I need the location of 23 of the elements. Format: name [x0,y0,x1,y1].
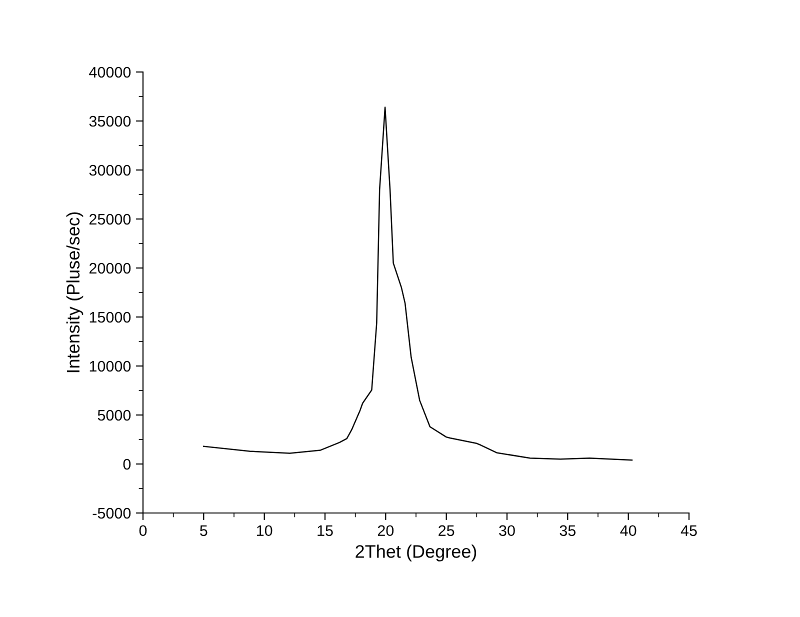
y-tick-label: 5000 [98,410,131,421]
x-axis-title: 2Thet (Degree) [356,544,476,562]
x-tick-label: 40 [620,525,636,536]
y-tick-label: 15000 [90,312,131,323]
x-tick-label: 15 [318,525,333,536]
y-tick-label: 35000 [89,116,131,127]
x-tick-label: 30 [499,525,515,536]
y-tick-label: 20000 [89,262,131,274]
y-axis-title: Intensity (Pluse/sec) [66,212,84,372]
y-tick-label: 25000 [89,214,131,225]
y-tick-label: 0 [123,458,131,470]
x-tick-label: 20 [378,525,394,536]
x-tick-label: 35 [560,525,576,536]
x-tick-label: 10 [257,525,272,536]
y-tick-label: 40000 [89,66,131,78]
y-tick-label: -5000 [92,508,131,519]
x-tick-label: 25 [438,525,454,536]
x-tick-label: 45 [680,525,697,536]
x-tick-label: 5 [200,525,208,536]
line-series [203,106,633,461]
x-tick-label: 0 [139,525,147,536]
y-tick-label: 30000 [89,164,131,176]
y-tick-label: 10000 [90,360,131,372]
